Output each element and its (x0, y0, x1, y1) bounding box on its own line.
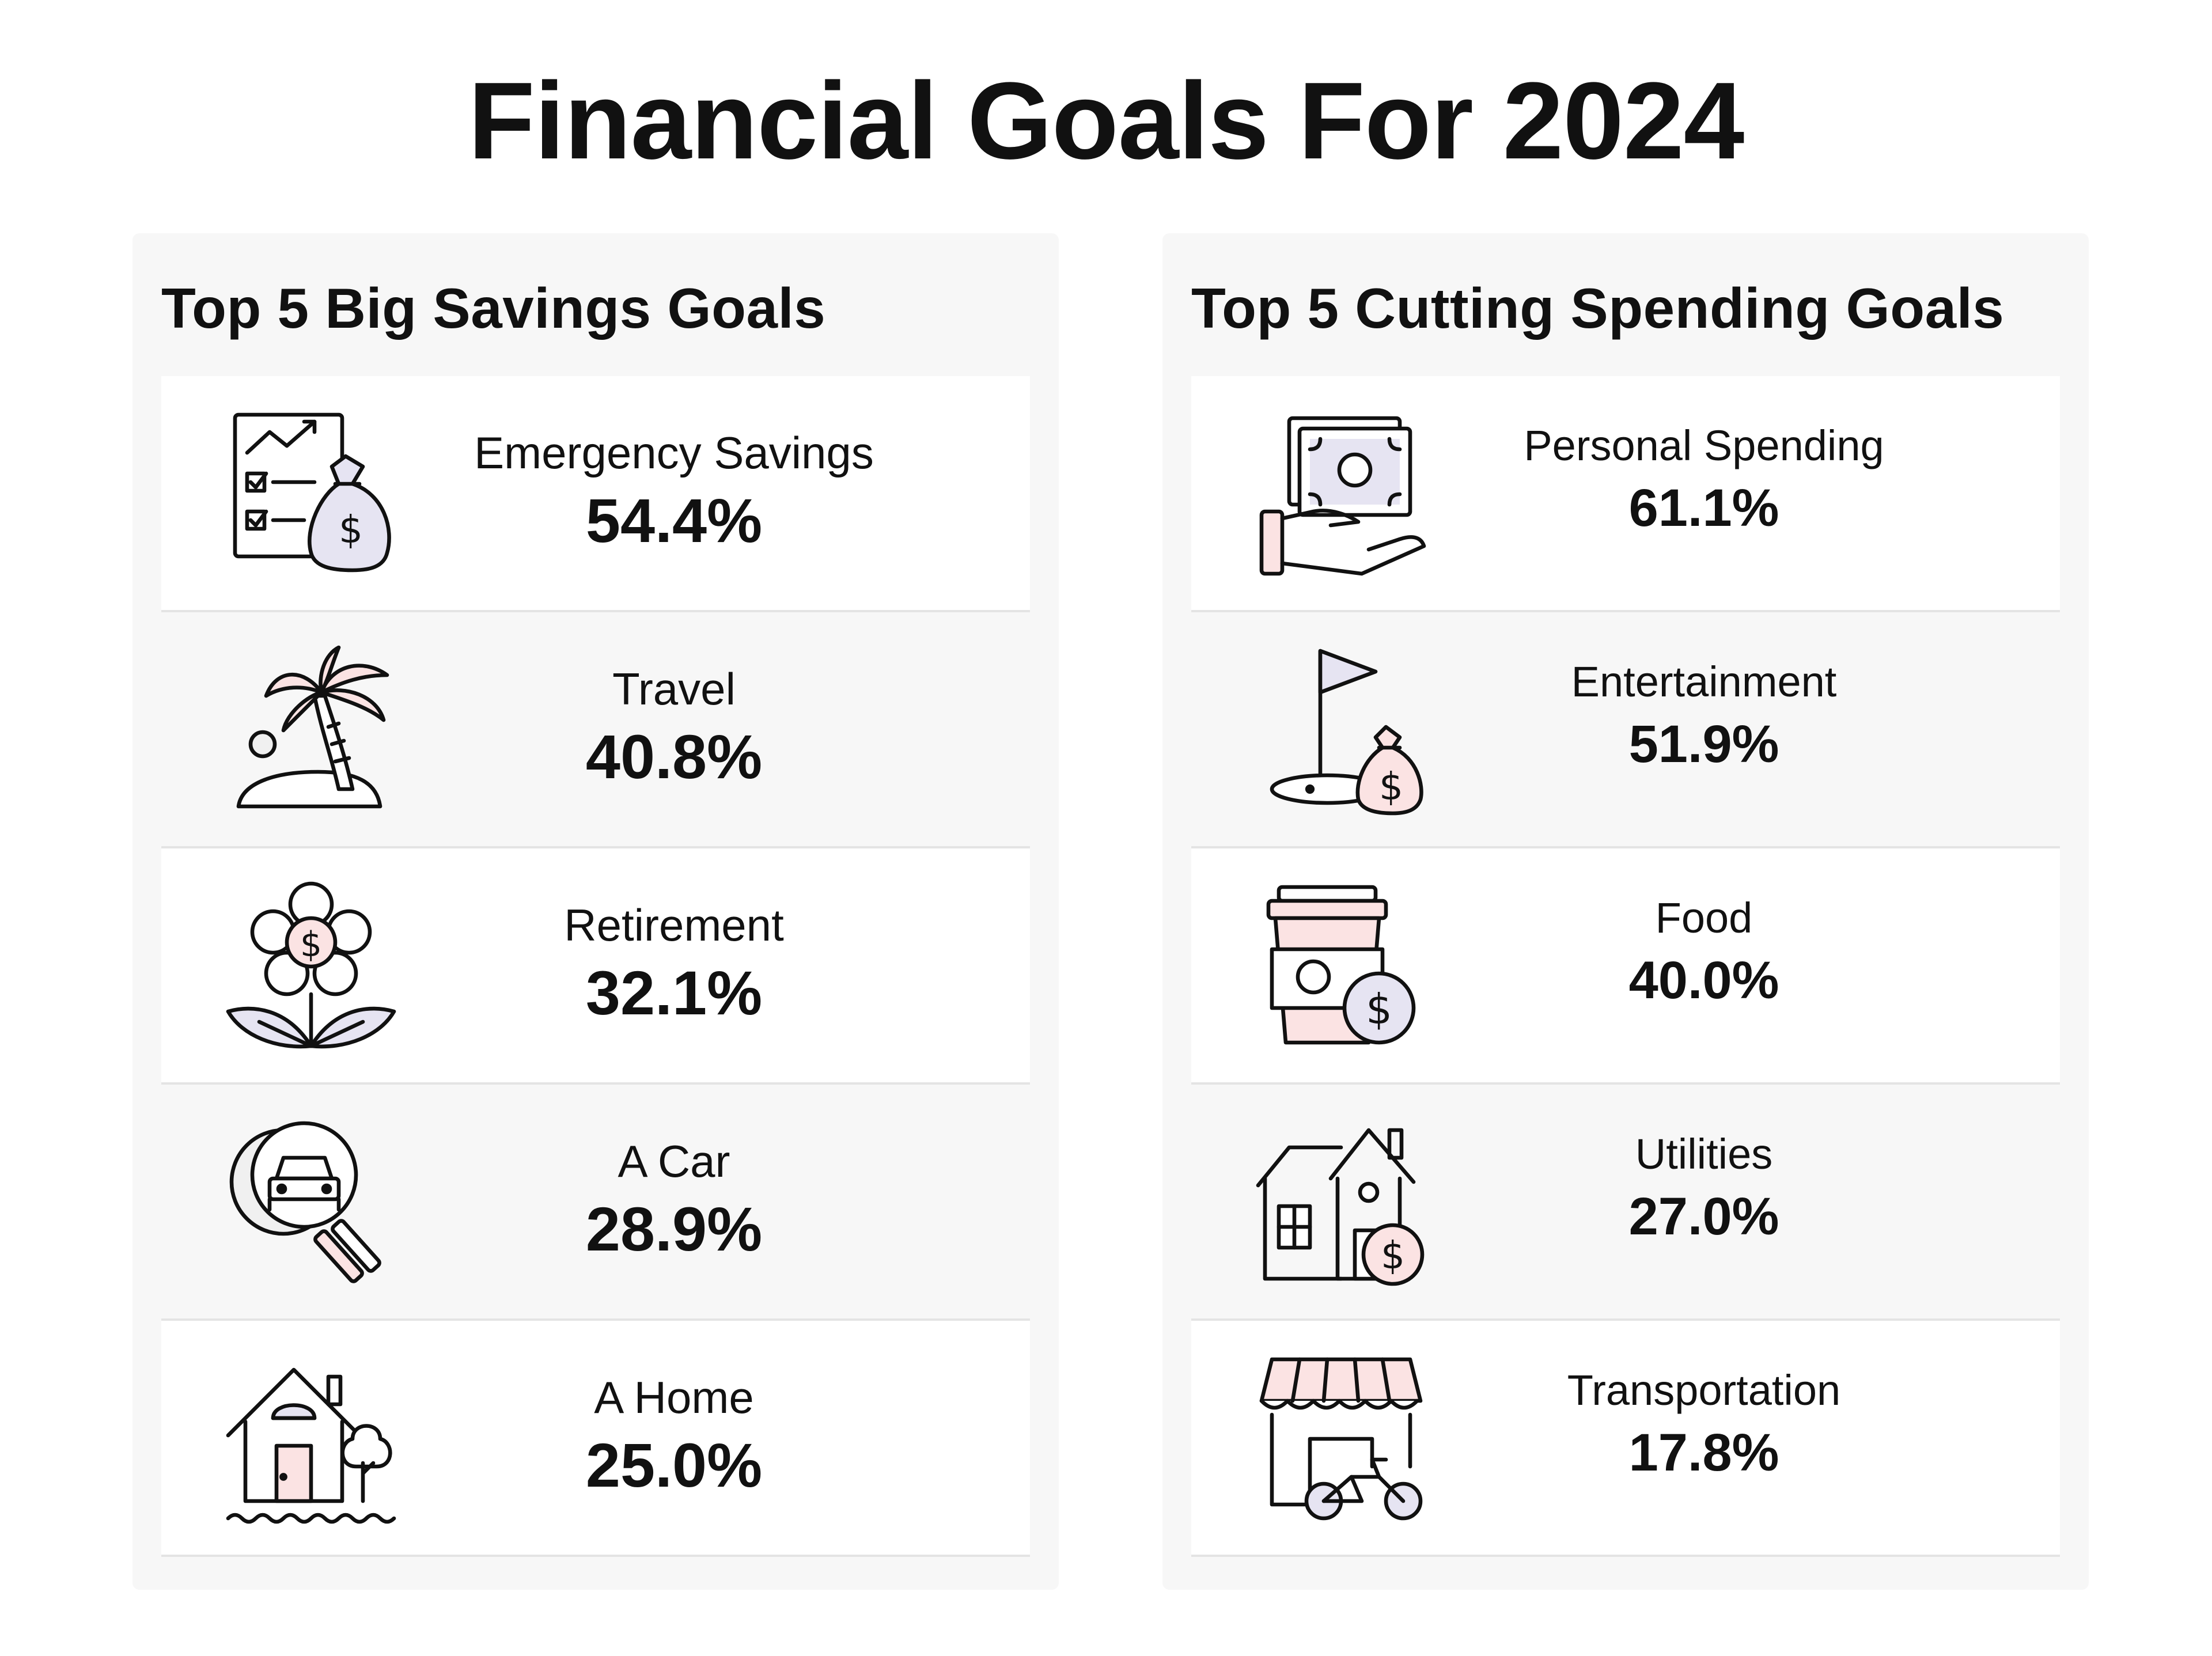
goal-percentage: 25.0% (585, 1430, 763, 1500)
goal-label: Emergency Savings (474, 427, 874, 478)
goal-percentage: 40.8% (585, 722, 763, 791)
spending-goals-title: Top 5 Cutting Spending Goals (1191, 276, 2005, 340)
car-magnifier-icon (225, 1116, 397, 1289)
storefront-bike-icon (1255, 1352, 1427, 1525)
list-item: $ Retirement 32.1% (161, 848, 1030, 1085)
list-item: Travel 40.8% (161, 612, 1030, 848)
list-item: A Home 25.0% (161, 1321, 1030, 1557)
svg-text:$: $ (1379, 764, 1403, 809)
goal-label: Utilities (1635, 1130, 1773, 1178)
list-item: $ Entertainment 51.9% (1191, 612, 2060, 848)
palm-tree-island-icon (225, 644, 397, 817)
savings-goals-title: Top 5 Big Savings Goals (161, 276, 826, 340)
goal-label: Retirement (564, 900, 784, 950)
goal-percentage: 40.0% (1628, 951, 1779, 1010)
svg-text:$: $ (300, 924, 322, 965)
checklist-money-bag-icon: $ (225, 408, 397, 581)
list-item: Personal Spending 61.1% (1191, 376, 2060, 612)
goal-label: Food (1655, 894, 1753, 942)
goal-percentage: 17.8% (1628, 1423, 1779, 1482)
goal-percentage: 32.1% (585, 958, 763, 1028)
list-item: A Car 28.9% (161, 1085, 1030, 1321)
goal-percentage: 61.1% (1628, 479, 1779, 537)
goal-label: Travel (612, 664, 736, 714)
coffee-cup-coin-icon: $ (1255, 880, 1427, 1053)
spending-goals-list: Personal Spending 61.1% $ Entertainment … (1191, 376, 2060, 1557)
svg-text:$: $ (1381, 1233, 1405, 1278)
goal-percentage: 54.4% (585, 486, 763, 555)
list-item: $ Utilities 27.0% (1191, 1085, 2060, 1321)
house-tree-icon (225, 1352, 397, 1525)
spending-goals-panel: Top 5 Cutting Spending Goals Personal Sp… (1162, 233, 2089, 1590)
svg-text:$: $ (1366, 985, 1392, 1033)
goal-label: Entertainment (1571, 658, 1837, 706)
list-item: $ Emergency Savings 54.4% (161, 376, 1030, 612)
savings-goals-list: $ Emergency Savings 54.4% (161, 376, 1030, 1557)
golf-flag-money-icon: $ (1255, 644, 1427, 817)
hand-cash-icon (1255, 408, 1427, 581)
goal-label: A Car (618, 1136, 730, 1187)
list-item: Transportation 17.8% (1191, 1321, 2060, 1557)
goal-percentage: 28.9% (585, 1194, 763, 1264)
goal-label: Transportation (1567, 1366, 1841, 1414)
goal-percentage: 51.9% (1628, 715, 1779, 774)
savings-goals-panel: Top 5 Big Savings Goals $ (132, 233, 1059, 1590)
house-coin-icon: $ (1255, 1116, 1427, 1289)
svg-text:$: $ (339, 507, 363, 552)
goal-percentage: 27.0% (1628, 1187, 1779, 1246)
page-title: Financial Goals For 2024 (468, 60, 1745, 182)
money-flower-icon: $ (225, 880, 397, 1053)
goal-label: Personal Spending (1524, 422, 1884, 469)
list-item: $ Food 40.0% (1191, 848, 2060, 1085)
goal-label: A Home (594, 1372, 754, 1423)
